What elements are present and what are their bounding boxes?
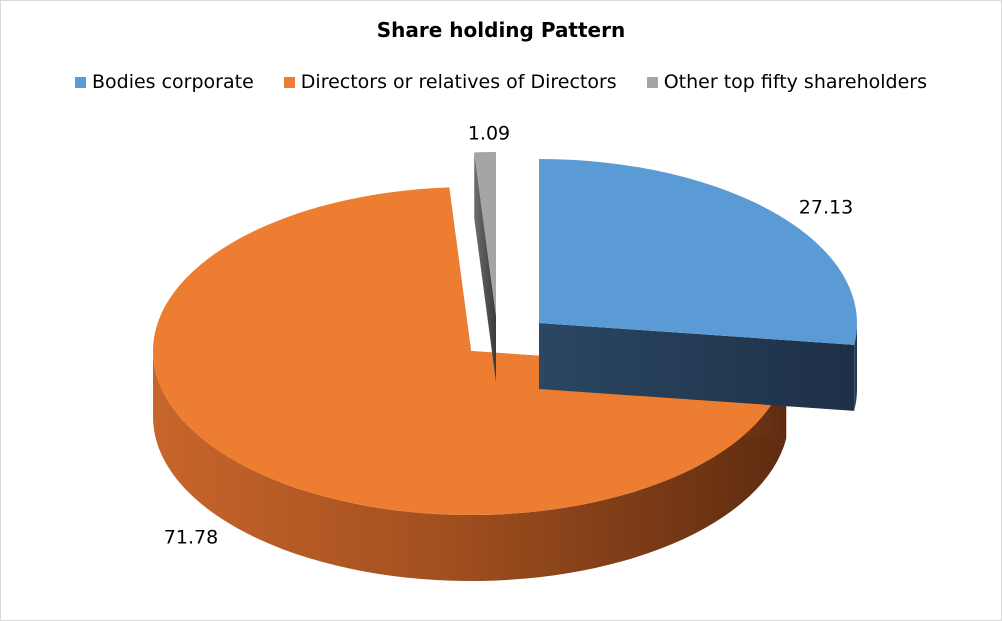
pie-wall-other-top-fifty-0 bbox=[474, 152, 496, 382]
legend-swatch-other-top-fifty bbox=[646, 76, 658, 88]
data-label-directors: 71.78 bbox=[164, 527, 218, 549]
pie-top-other-top-fifty bbox=[474, 151, 496, 316]
legend-item-directors: Directors or relatives of Directors bbox=[283, 71, 617, 93]
legend-label-bodies-corporate: Bodies corporate bbox=[91, 71, 254, 93]
legend-swatch-bodies-corporate bbox=[74, 76, 86, 88]
legend: Bodies corporate Directors or relatives … bbox=[1, 71, 1001, 93]
data-label-bodies-corporate: 27.13 bbox=[799, 197, 853, 219]
pie-top-bodies-corporate bbox=[539, 159, 858, 345]
pie-wall-bodies-corporate-1 bbox=[539, 323, 855, 411]
legend-label-directors: Directors or relatives of Directors bbox=[300, 71, 617, 93]
chart-title: Share holding Pattern bbox=[376, 18, 626, 42]
legend-item-other-top-fifty: Other top fifty shareholders bbox=[646, 71, 927, 93]
legend-label-other-top-fifty: Other top fifty shareholders bbox=[663, 71, 927, 93]
legend-item-bodies-corporate: Bodies corporate bbox=[74, 71, 254, 93]
legend-swatch-directors bbox=[283, 76, 295, 88]
pie-side-directors bbox=[153, 351, 787, 582]
pie-side-bodies-corporate bbox=[854, 323, 857, 411]
data-label-other-top-fifty: 1.09 bbox=[468, 123, 510, 145]
pie-slice-other-top-fifty bbox=[474, 151, 496, 382]
pie-top-directors bbox=[153, 187, 787, 515]
pie-slice-bodies-corporate bbox=[539, 159, 858, 411]
